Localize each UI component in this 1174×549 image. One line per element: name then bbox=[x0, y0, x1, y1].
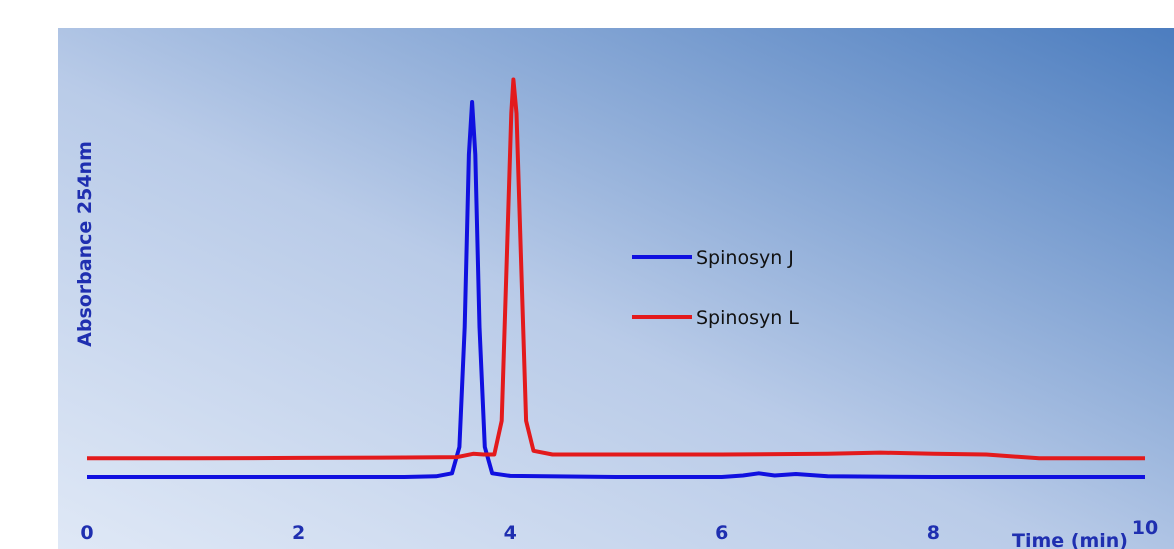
x-tick-label: 10 bbox=[1132, 517, 1158, 539]
chart-panel: 0 2 4 6 8 10 Absorbance 254nm Time (min) Spin… bbox=[58, 28, 1174, 549]
x-tick-labels: 0 2 4 6 8 10 bbox=[80, 517, 1158, 544]
x-tick-label: 4 bbox=[504, 522, 517, 544]
x-tick-label: 6 bbox=[715, 522, 728, 544]
x-tick-label: 8 bbox=[927, 522, 940, 544]
chromatogram-chart: 0 2 4 6 8 10 Absorbance 254nm Time (min) Spin… bbox=[58, 28, 1174, 549]
legend-label-spinosyn-l: Spinosyn L bbox=[696, 307, 799, 329]
plot-background bbox=[58, 28, 1174, 549]
series-line-spinosyn-j bbox=[87, 100, 1145, 479]
series-line-spinosyn-l bbox=[87, 77, 1145, 461]
legend-label-spinosyn-j: Spinosyn J bbox=[696, 247, 794, 269]
x-tick-label: 2 bbox=[292, 522, 305, 544]
x-axis-title: Time (min) bbox=[1012, 530, 1128, 549]
x-tick-label: 0 bbox=[80, 522, 93, 544]
y-axis-title: Absorbance 254nm bbox=[74, 141, 96, 347]
series-layer bbox=[87, 77, 1145, 479]
legend: Spinosyn J Spinosyn L bbox=[632, 247, 799, 329]
